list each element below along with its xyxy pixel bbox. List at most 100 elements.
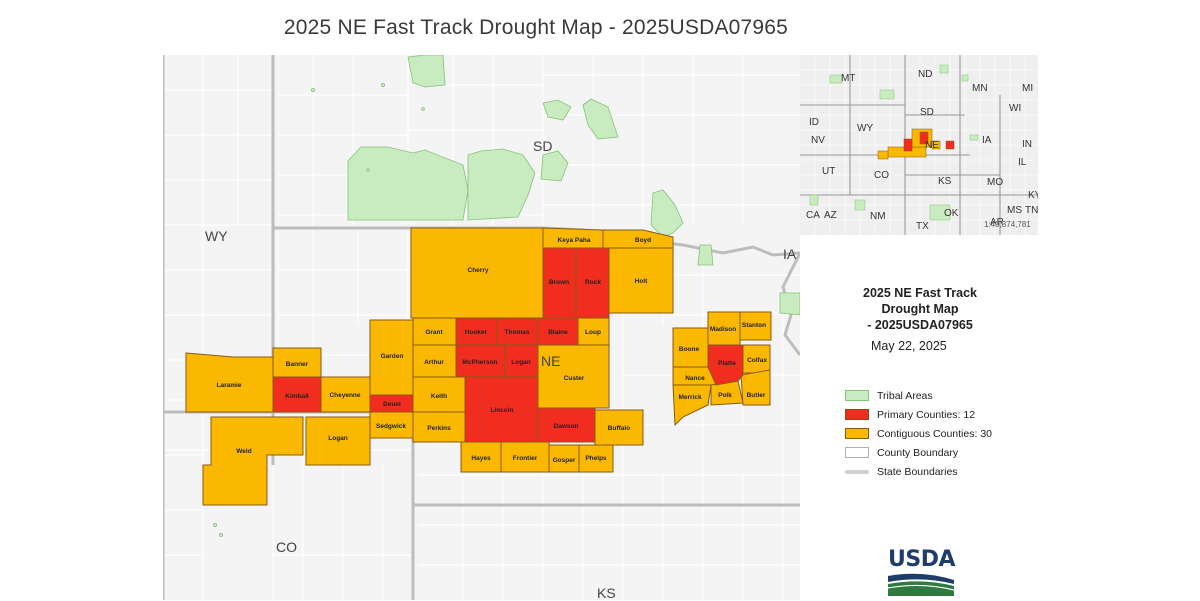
county-deuel — [369, 394, 414, 413]
label-hayes: Hayes — [471, 455, 491, 462]
svg-text:MT: MT — [841, 73, 855, 84]
inset-map: MT ND MN MI SD WI ID WY IA IN NE NV IL U… — [800, 55, 1038, 235]
label-blaine: Blaine — [548, 329, 568, 336]
label-laramie: Laramie — [217, 382, 242, 389]
label-platte: Platte — [718, 360, 736, 367]
svg-text:MI: MI — [1022, 83, 1033, 94]
svg-text:CO: CO — [874, 170, 889, 181]
map-title: 2025 NE Fast Track Drought Map - 2025USD… — [283, 16, 789, 39]
svg-text:IA: IA — [982, 135, 992, 146]
state-label-sd: SD — [533, 138, 552, 154]
county-butler — [740, 369, 771, 406]
svg-text:AZ: AZ — [824, 210, 837, 221]
label-mcpherson: McPherson — [462, 359, 497, 366]
primary-swatch — [845, 409, 869, 420]
state-boundary-swatch — [845, 466, 869, 477]
svg-text:MN: MN — [972, 83, 988, 94]
label-colfax: Colfax — [747, 357, 767, 364]
svg-text:TX: TX — [916, 221, 929, 232]
label-sedgwick: Sedgwick — [376, 423, 406, 430]
svg-text:SD: SD — [920, 107, 934, 118]
label-grant: Grant — [425, 329, 443, 336]
state-label-ia: IA — [783, 246, 797, 262]
svg-text:MO: MO — [987, 177, 1003, 188]
label-banner: Banner — [286, 361, 309, 368]
county-stanton — [739, 311, 772, 341]
svg-text:TN: TN — [1025, 205, 1038, 216]
label-cheyenne: Cheyenne — [329, 392, 360, 399]
label-logan-ne: Logan — [511, 359, 531, 366]
label-boone: Boone — [679, 346, 700, 353]
svg-text:ND: ND — [918, 69, 932, 80]
label-gosper: Gosper — [553, 457, 576, 464]
state-label-ne: NE — [541, 353, 560, 369]
label-keith: Keith — [431, 393, 447, 400]
svg-text:NV: NV — [811, 135, 825, 146]
usda-logo-mark — [887, 573, 955, 596]
label-cherry: Cherry — [468, 267, 489, 274]
county-weld — [202, 416, 304, 506]
legend-date: May 22, 2025 — [871, 339, 947, 353]
county-platte — [707, 344, 744, 386]
label-perkins: Perkins — [427, 425, 451, 432]
svg-text:CA: CA — [806, 210, 820, 221]
label-thomas: Thomas — [505, 329, 530, 336]
state-labels: WY SD NE IA CO KS — [205, 138, 797, 600]
label-madison: Madison — [710, 326, 736, 333]
svg-text:ID: ID — [809, 117, 819, 128]
svg-text:IN: IN — [1022, 139, 1032, 150]
label-polk: Polk — [718, 392, 732, 399]
label-lincoln: Lincoln — [490, 407, 513, 414]
svg-text:IL: IL — [1018, 157, 1027, 168]
county-boundary-swatch — [845, 447, 869, 458]
label-weld: Weld — [236, 448, 251, 455]
label-phelps: Phelps — [585, 455, 607, 462]
legend-item-state-boundaries: State Boundaries — [845, 462, 1025, 481]
svg-text:UT: UT — [822, 166, 835, 177]
svg-text:OK: OK — [944, 208, 959, 219]
label-rock: Rock — [585, 279, 601, 286]
svg-text:MS: MS — [1007, 205, 1022, 216]
contiguous-swatch — [845, 428, 869, 439]
label-stanton: Stanton — [742, 322, 766, 329]
svg-text:NE: NE — [925, 140, 939, 151]
svg-text:AR: AR — [990, 217, 1004, 228]
state-label-ks: KS — [597, 585, 616, 600]
label-keya-paha: Keya Paha — [558, 237, 591, 244]
legend-title: 2025 NE Fast Track Drought Map - 2025USD… — [863, 286, 977, 332]
label-custer: Custer — [564, 375, 585, 382]
county-labels: Keya Paha Boyd Cherry Holt Grant Loup Ar… — [217, 237, 768, 464]
inset-labels: MT ND MN MI SD WI ID WY IA IN NE NV IL U… — [806, 69, 1038, 232]
label-brown: Brown — [549, 279, 569, 286]
legend-item-tribal: Tribal Areas — [845, 386, 1025, 405]
label-garden: Garden — [381, 353, 404, 360]
inset-scale: 1:40,374,781 — [984, 220, 1031, 229]
legend-item-contiguous: Contiguous Counties: 30 — [845, 424, 1025, 443]
label-butler: Butler — [747, 392, 766, 399]
main-map[interactable]: Keya Paha Boyd Cherry Holt Grant Loup Ar… — [163, 55, 800, 600]
label-boyd: Boyd — [635, 237, 651, 244]
svg-text:KY: KY — [1028, 190, 1038, 201]
label-kimball: Kimball — [285, 393, 309, 400]
label-deuel: Deuel — [383, 401, 401, 408]
label-logan-co: Logan — [328, 435, 348, 442]
county-phelps — [578, 444, 614, 473]
county-rock — [575, 247, 610, 319]
county-boyd — [602, 229, 674, 249]
svg-text:WY: WY — [857, 123, 873, 134]
legend-item-county-boundary: County Boundary — [845, 443, 1025, 462]
label-nance: Nance — [685, 375, 705, 382]
label-dawson: Dawson — [554, 423, 579, 430]
county-dawson — [537, 407, 596, 443]
label-buffalo: Buffalo — [608, 425, 630, 432]
usda-logo-text: USDA — [888, 547, 956, 572]
state-label-co: CO — [276, 539, 297, 555]
svg-text:WI: WI — [1009, 103, 1021, 114]
county-logan-co — [305, 416, 371, 466]
map-legend: 2025 NE Fast Track Drought Map - 2025USD… — [845, 285, 1025, 481]
label-merrick: Merrick — [678, 394, 702, 401]
county-kimball — [272, 376, 322, 413]
svg-text:NM: NM — [870, 211, 886, 222]
svg-text:KS: KS — [938, 176, 952, 187]
label-hooker: Hooker — [465, 329, 488, 336]
